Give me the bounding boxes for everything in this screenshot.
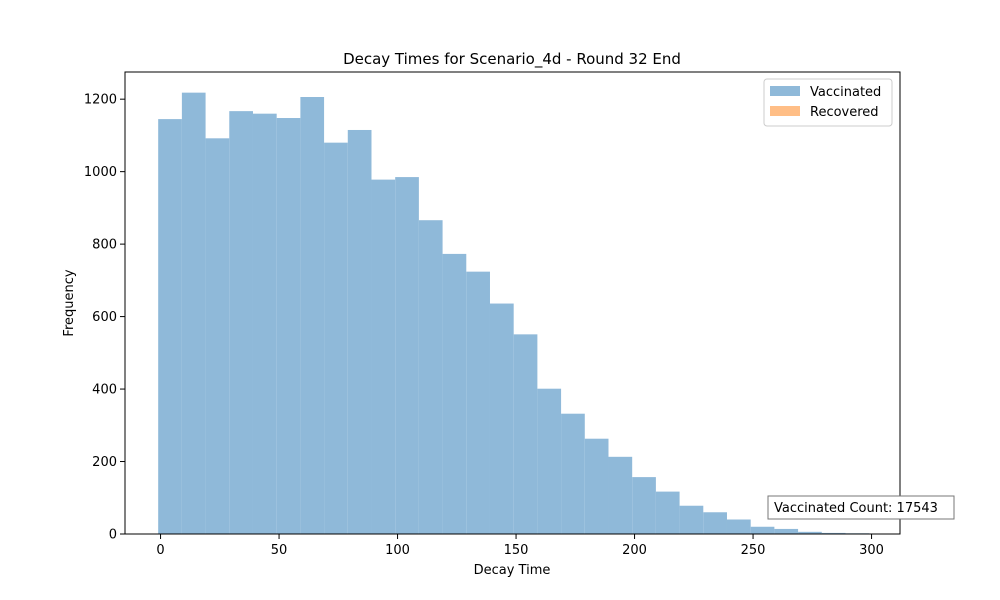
plot-frame [124,71,901,535]
x-tick-label-200: 200 [622,543,647,558]
y-tick-label-800: 800 [92,238,117,253]
bar-vaccinated-9 [371,179,396,534]
bar-vaccinated-12 [442,253,467,534]
annotation-text: Vaccinated Count: 17543 [774,501,938,516]
bar-vaccinated-10 [395,177,419,535]
bar-vaccinated-6 [300,97,325,534]
bar-vaccinated-4 [252,113,277,534]
chart-title: Decay Times for Scenario_4d - Round 32 E… [343,50,681,69]
bar-vaccinated-23 [703,512,727,534]
bar-vaccinated-28 [821,532,846,534]
bar-vaccinated-21 [655,491,680,534]
y-tick-label-0: 0 [109,528,117,543]
bar-vaccinated-18 [584,438,609,534]
legend-label-recovered: Recovered [810,105,879,120]
legend-swatch-recovered [770,106,800,116]
bar-vaccinated-2 [205,138,230,534]
bar-vaccinated-22 [679,505,704,534]
bars-group [158,92,870,535]
bar-vaccinated-13 [466,271,490,534]
bar-vaccinated-0 [158,119,182,534]
y-tick-label-1200: 1200 [84,93,117,108]
bar-vaccinated-5 [276,118,301,534]
bar-vaccinated-17 [561,413,585,534]
bar-vaccinated-15 [513,334,538,534]
legend-swatch-vaccinated [770,86,800,96]
bar-vaccinated-7 [324,142,348,535]
bar-vaccinated-14 [489,303,514,534]
bar-vaccinated-27 [798,531,822,534]
x-tick-label-0: 0 [156,543,164,558]
x-tick-label-150: 150 [504,543,529,558]
legend: Vaccinated Recovered [763,78,893,127]
bar-vaccinated-11 [418,220,443,535]
y-axis: 0 200 400 600 800 1000 1200 [84,93,125,543]
bar-vaccinated-20 [632,477,656,534]
bar-vaccinated-19 [608,456,633,534]
bar-vaccinated-3 [229,111,253,534]
x-axis: 0 50 100 150 200 250 300 [156,534,884,558]
x-tick-label-250: 250 [741,543,766,558]
annotation-box [767,495,955,520]
count-annotation: Vaccinated Count: 17543 [767,495,955,520]
x-axis-label: Decay Time [474,563,551,578]
bar-vaccinated-25 [750,526,775,534]
y-tick-label-600: 600 [92,310,117,325]
bar-vaccinated-26 [774,528,799,534]
bar-vaccinated-24 [726,519,751,534]
y-tick-label-400: 400 [92,383,117,398]
legend-label-vaccinated: Vaccinated [810,85,881,100]
y-axis-label: Frequency [62,269,77,336]
bar-vaccinated-1 [181,92,206,535]
bar-vaccinated-16 [537,388,562,534]
x-tick-label-100: 100 [385,543,410,558]
bar-vaccinated-8 [347,129,372,534]
x-tick-label-50: 50 [271,543,288,558]
x-tick-label-300: 300 [859,543,884,558]
y-tick-label-200: 200 [92,455,117,470]
y-tick-label-1000: 1000 [84,165,117,180]
